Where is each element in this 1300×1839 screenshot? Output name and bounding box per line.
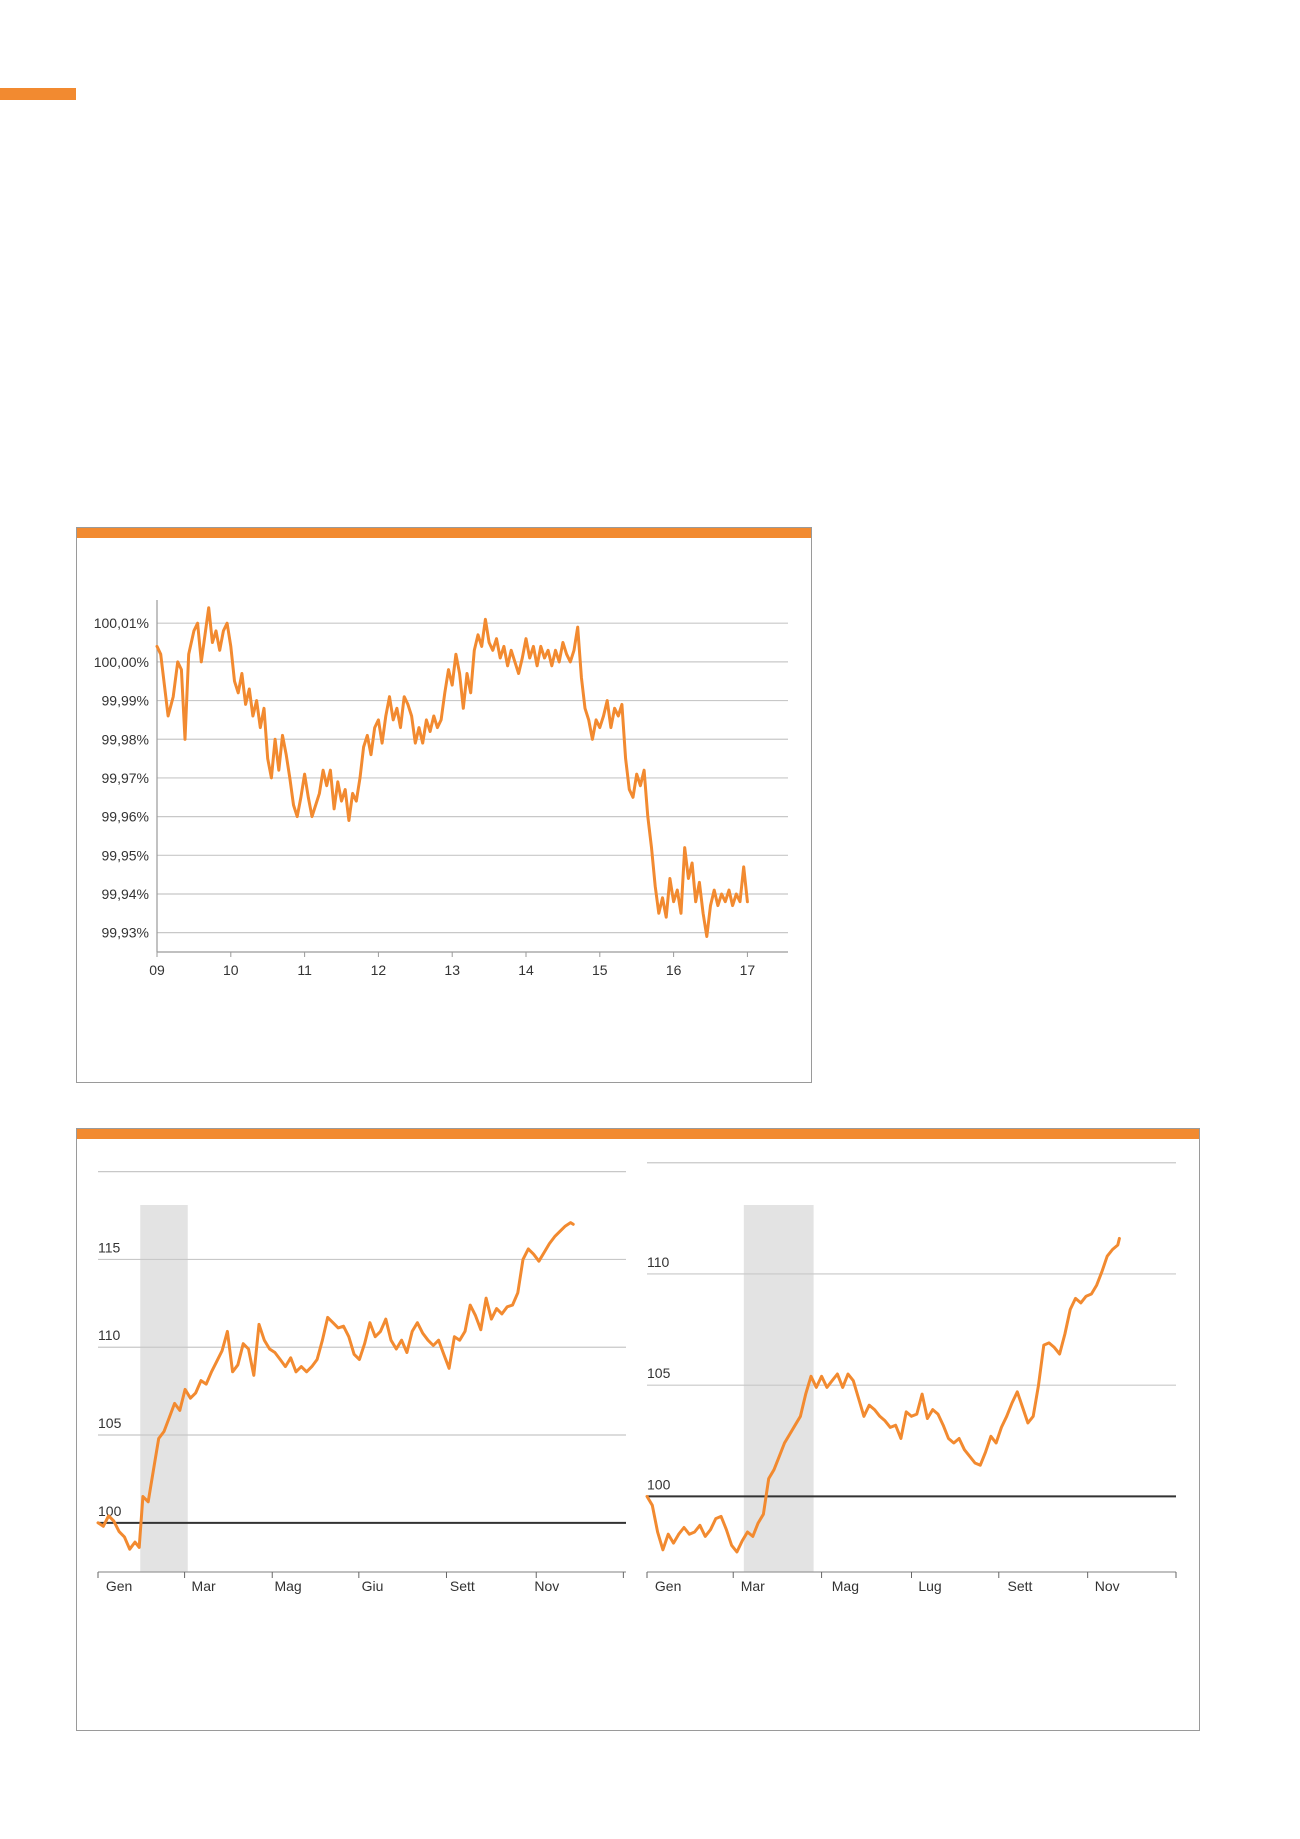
panel-header-strip	[77, 528, 811, 538]
panel-header-strip	[77, 1129, 1199, 1139]
x-tick-label: Gen	[106, 1578, 132, 1594]
x-tick-label: Mag	[832, 1578, 859, 1594]
x-tick-label: 17	[740, 962, 756, 978]
y-tick-label: 110	[647, 1254, 670, 1270]
y-tick-label: 105	[647, 1365, 671, 1381]
x-tick-label: Sett	[450, 1578, 475, 1594]
x-tick-label: Gen	[655, 1578, 681, 1594]
series-line	[96, 1221, 575, 1551]
x-tick-label: Mar	[741, 1578, 765, 1594]
chart-1: 99,93% 99,94% 99,95% 99,96% 99,97% 99,98% 99,9…	[94, 600, 788, 978]
y-tick-label: 99,95%	[102, 847, 149, 863]
x-tick-label: Sett	[1007, 1578, 1032, 1594]
x-tick-label: 14	[518, 962, 534, 978]
x-tick-label: 10	[223, 962, 239, 978]
y-tick-label: 99,99%	[102, 693, 149, 709]
x-tick-label: 16	[666, 962, 682, 978]
series-line	[155, 606, 749, 938]
y-tick-label: 115	[98, 1239, 121, 1255]
x-tick-label: 15	[592, 962, 608, 978]
chart-panel-top	[76, 527, 812, 1083]
y-tick-label: 100,00%	[94, 654, 149, 670]
chart-panel-bottom	[76, 1128, 1200, 1731]
y-tick-label: 99,98%	[102, 731, 149, 747]
y-tick-label: 99,93%	[102, 925, 149, 941]
y-tick-label: 99,94%	[102, 886, 149, 902]
x-tick-label: Mar	[192, 1578, 216, 1594]
chart-3: 100 105 110 Gen Mar Mag Lug Sett Nov	[645, 1162, 1177, 1594]
y-tick-label: 99,96%	[102, 809, 149, 825]
x-tick-label: Lug	[918, 1578, 941, 1594]
x-tick-label: Mag	[274, 1578, 301, 1594]
chart-2: 100 105 110 115 Gen Mar Mag Giu Sett Nov	[96, 1171, 626, 1594]
y-tick-label: 100,01%	[94, 615, 149, 631]
y-tick-label: 99,97%	[102, 770, 149, 786]
x-tick-label: 11	[297, 962, 312, 978]
x-tick-label: Giu	[362, 1578, 384, 1594]
x-tick-label: 09	[149, 962, 165, 978]
x-tick-label: 12	[371, 962, 387, 978]
y-tick-label: 110	[98, 1327, 121, 1343]
page-accent-bar	[0, 88, 76, 100]
y-tick-label: 105	[98, 1415, 122, 1431]
x-tick-label: Nov	[1095, 1578, 1120, 1594]
series-line	[645, 1236, 1121, 1554]
y-tick-label: 100	[98, 1503, 122, 1519]
y-tick-label: 100	[647, 1476, 671, 1492]
shaded-period	[140, 1205, 188, 1572]
shaded-period	[743, 1205, 814, 1572]
x-tick-label: Nov	[534, 1578, 559, 1594]
x-tick-label: 13	[444, 962, 460, 978]
